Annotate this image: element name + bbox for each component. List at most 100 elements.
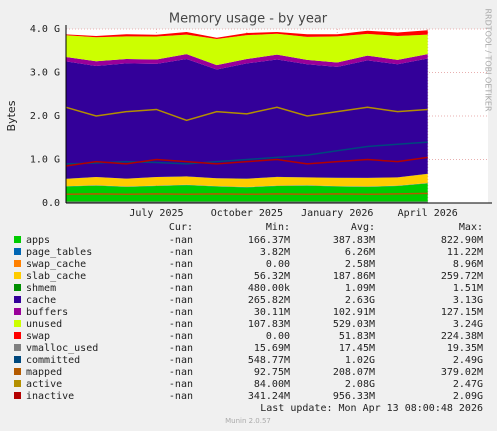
legend-stat: -nan bbox=[169, 343, 193, 354]
legend-label: page_tables bbox=[26, 247, 92, 258]
legend-label: mapped bbox=[26, 367, 62, 378]
legend-stat: 102.91M bbox=[333, 307, 375, 318]
legend-header: Avg: bbox=[351, 222, 375, 233]
legend-stat: 548.77M bbox=[248, 355, 290, 366]
legend-label: slab_cache bbox=[26, 271, 86, 282]
legend-stat: 127.15M bbox=[441, 307, 483, 318]
y-axis-label: Bytes bbox=[5, 100, 18, 131]
legend-label: cache bbox=[26, 295, 56, 306]
area bbox=[66, 58, 428, 179]
area bbox=[66, 173, 428, 187]
legend-stat: 56.32M bbox=[254, 271, 290, 282]
legend-label: unused bbox=[26, 319, 62, 330]
legend-swatch bbox=[14, 380, 21, 387]
legend-stat: -nan bbox=[169, 355, 193, 366]
legend-stat: 15.69M bbox=[254, 343, 290, 354]
legend-stat: -nan bbox=[169, 331, 193, 342]
legend-stat: -nan bbox=[169, 379, 193, 390]
legend-stat: -nan bbox=[169, 391, 193, 402]
legend-stat: 259.72M bbox=[441, 271, 483, 282]
legend-stat: 1.02G bbox=[345, 355, 375, 366]
legend-stat: -nan bbox=[169, 307, 193, 318]
legend-stat: 2.47G bbox=[453, 379, 483, 390]
legend-stat: 2.08G bbox=[345, 379, 375, 390]
y-tick-label: 1.0 G bbox=[30, 155, 60, 166]
legend-stat: 107.83M bbox=[248, 319, 290, 330]
legend-stat: 265.82M bbox=[248, 295, 290, 306]
area bbox=[66, 183, 428, 188]
legend-stat: 1.09M bbox=[345, 283, 375, 294]
y-tick-label: 2.0 G bbox=[30, 111, 60, 122]
legend-stat: 208.07M bbox=[333, 367, 375, 378]
legend-header: Cur: bbox=[169, 222, 193, 233]
legend-label: inactive bbox=[26, 391, 74, 402]
legend-stat: 30.11M bbox=[254, 307, 290, 318]
legend-stat: -nan bbox=[169, 271, 193, 282]
legend-stat: 956.33M bbox=[333, 391, 375, 402]
legend-stat: 224.38M bbox=[441, 331, 483, 342]
legend-stat: 387.83M bbox=[333, 235, 375, 246]
legend-stat: 0.00 bbox=[266, 331, 290, 342]
legend-stat: 2.63G bbox=[345, 295, 375, 306]
legend-stat: 3.13G bbox=[453, 295, 483, 306]
legend-swatch bbox=[14, 308, 21, 315]
legend-swatch bbox=[14, 344, 21, 351]
legend-stat: 341.24M bbox=[248, 391, 290, 402]
legend-swatch bbox=[14, 296, 21, 303]
legend-swatch bbox=[14, 284, 21, 291]
line bbox=[65, 156, 428, 167]
legend-stat: 6.26M bbox=[345, 247, 375, 258]
legend-stat: 2.49G bbox=[453, 355, 483, 366]
legend-swatch bbox=[14, 260, 21, 267]
y-tick-label: 4.0 G bbox=[30, 24, 60, 35]
area bbox=[66, 54, 428, 70]
footer: Munin 2.0.57 bbox=[225, 417, 271, 425]
legend-stat: 2.09G bbox=[453, 391, 483, 402]
legend-swatch bbox=[14, 320, 21, 327]
legend-label: buffers bbox=[26, 307, 68, 318]
x-tick-label: July 2025 bbox=[129, 208, 183, 219]
legend-stat: 1.51M bbox=[453, 283, 483, 294]
legend-stat: 822.90M bbox=[441, 235, 483, 246]
legend-stat: -nan bbox=[169, 235, 193, 246]
legend-swatch bbox=[14, 356, 21, 363]
legend-label: swap_cache bbox=[26, 259, 86, 270]
legend-swatch bbox=[14, 392, 21, 399]
legend-stat: -nan bbox=[169, 259, 193, 270]
legend-stat: 166.37M bbox=[248, 235, 290, 246]
area bbox=[66, 183, 428, 203]
legend-label: vmalloc_used bbox=[26, 343, 98, 354]
legend-stat: 3.82M bbox=[260, 247, 290, 258]
y-tick-label: 0.0 bbox=[42, 198, 60, 209]
legend-stat: 11.22M bbox=[447, 247, 483, 258]
legend-stat: 529.03M bbox=[333, 319, 375, 330]
y-tick-label: 3.0 G bbox=[30, 68, 60, 79]
x-tick-label: January 2026 bbox=[301, 208, 373, 219]
area bbox=[66, 33, 428, 66]
area bbox=[66, 30, 428, 40]
legend-label: swap bbox=[26, 331, 50, 342]
legend-header: Min: bbox=[266, 222, 290, 233]
legend-stat: 480.00k bbox=[248, 283, 290, 294]
legend-header: Max: bbox=[459, 222, 483, 233]
legend-stat: -nan bbox=[169, 295, 193, 306]
x-tick-label: October 2025 bbox=[211, 208, 283, 219]
legend-swatch bbox=[14, 332, 21, 339]
legend-stat: -nan bbox=[169, 367, 193, 378]
legend-stat: 17.45M bbox=[339, 343, 375, 354]
legend-stat: 92.75M bbox=[254, 367, 290, 378]
legend-stat: -nan bbox=[169, 247, 193, 258]
legend-label: active bbox=[26, 379, 62, 390]
chart-title: Memory usage - by year bbox=[169, 12, 328, 27]
legend-stat: 2.58M bbox=[345, 259, 375, 270]
legend-swatch bbox=[14, 368, 21, 375]
line bbox=[65, 141, 428, 165]
line bbox=[65, 192, 428, 196]
legend-label: shmem bbox=[26, 283, 56, 294]
legend-stat: 51.83M bbox=[339, 331, 375, 342]
legend-label: committed bbox=[26, 355, 80, 366]
legend-label: apps bbox=[26, 235, 50, 246]
line bbox=[65, 106, 428, 122]
